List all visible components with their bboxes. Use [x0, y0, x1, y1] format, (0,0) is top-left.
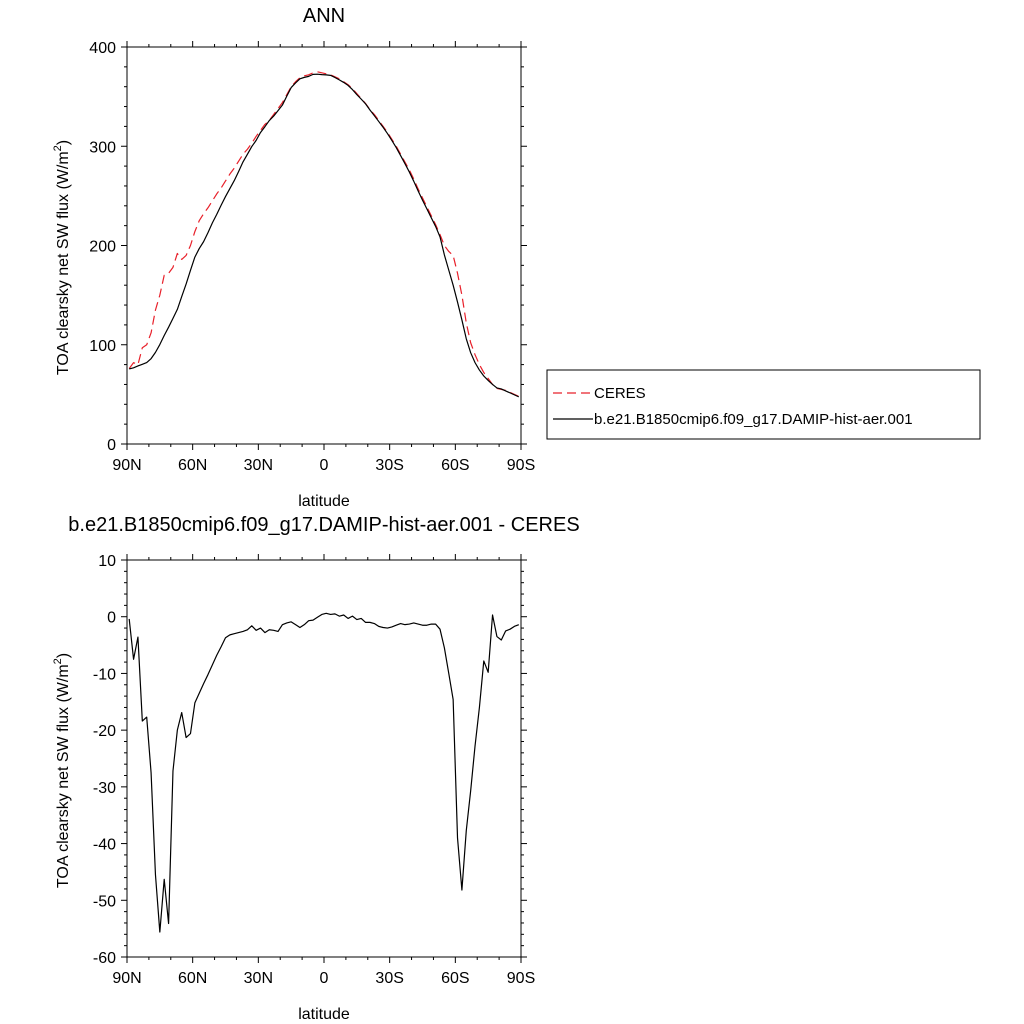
y-tick-label: -40	[93, 837, 116, 854]
series-line-2	[129, 73, 520, 398]
x-tick-label: 90S	[507, 457, 535, 474]
y-tick-label: 200	[89, 239, 116, 256]
y-axis-title-superscript: 2	[52, 658, 64, 664]
legend-label-2: b.e21.B1850cmip6.f09_g17.DAMIP-hist-aer.…	[594, 411, 913, 428]
chart-title: ANN	[303, 5, 345, 27]
x-tick-label: 60S	[441, 457, 469, 474]
plot-frame	[126, 46, 522, 445]
x-tick-label: 30S	[375, 457, 403, 474]
y-axis-title-end: )	[55, 140, 72, 145]
y-axis-title-end: )	[55, 653, 72, 658]
x-tick-label: 90N	[112, 970, 141, 987]
y-tick-label: -60	[93, 950, 116, 967]
x-tick-label: 0	[320, 457, 329, 474]
y-tick-label: 100	[89, 338, 116, 355]
legend-label-1: CERES	[594, 385, 646, 402]
y-tick-label: 10	[98, 553, 116, 570]
y-tick-label: -10	[93, 666, 116, 683]
x-tick-label: 90N	[112, 457, 141, 474]
series-line-1	[128, 71, 520, 397]
x-tick-label: 90S	[507, 970, 535, 987]
plot-frame	[126, 559, 522, 958]
x-tick-label: 60N	[178, 970, 207, 987]
y-tick-label: -50	[93, 893, 116, 910]
x-tick-label: 30S	[375, 970, 403, 987]
x-tick-label: 30N	[244, 457, 273, 474]
chart-panel-1: ANN 90N 60N 30N 0 30S 60S 90S 0 100 200 300 400 latit…	[52, 5, 981, 510]
y-axis-title: TOA clearsky net SW flux (W/m2)	[52, 653, 72, 888]
chart-panel-2: b.e21.B1850cmip6.f09_g17.DAMIP-hist-aer.…	[52, 514, 580, 1023]
series-line-1	[128, 612, 520, 933]
x-axis-title: latitude	[298, 1006, 350, 1023]
x-tick-label: 30N	[244, 970, 273, 987]
y-axis-title-main: TOA clearsky net SW flux (W/m	[55, 664, 72, 888]
y-tick-label: 400	[89, 40, 116, 57]
y-axis-title-main: TOA clearsky net SW flux (W/m	[55, 151, 72, 375]
y-axis-title-superscript: 2	[52, 145, 64, 151]
y-axis-title: TOA clearsky net SW flux (W/m2)	[52, 140, 72, 375]
x-axis-title: latitude	[298, 493, 350, 510]
chart-title: b.e21.B1850cmip6.f09_g17.DAMIP-hist-aer.…	[68, 514, 579, 536]
y-tick-label: -30	[93, 780, 116, 797]
x-tick-label: 60N	[178, 457, 207, 474]
x-tick-label: 0	[320, 970, 329, 987]
y-tick-label: 0	[107, 437, 116, 454]
x-tick-label: 60S	[441, 970, 469, 987]
y-tick-label: -20	[93, 723, 116, 740]
legend-box	[546, 369, 981, 440]
y-tick-label: 0	[107, 610, 116, 627]
y-tick-label: 300	[89, 139, 116, 156]
legend: CERES b.e21.B1850cmip6.f09_g17.DAMIP-hist…	[546, 369, 981, 440]
